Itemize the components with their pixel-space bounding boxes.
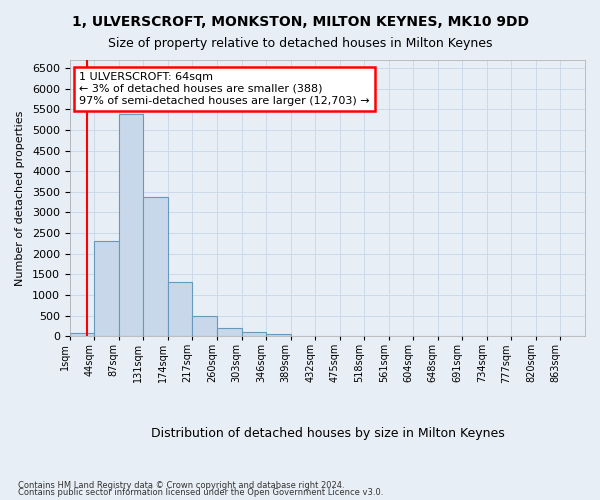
Bar	[168, 282, 193, 336]
Text: 1 ULVERSCROFT: 64sqm
← 3% of detached houses are smaller (388)
97% of semi-detac: 1 ULVERSCROFT: 64sqm ← 3% of detached ho…	[79, 72, 370, 106]
Bar	[217, 328, 242, 336]
Bar	[94, 242, 119, 336]
Bar	[70, 333, 94, 336]
Bar	[119, 114, 143, 336]
Text: Contains HM Land Registry data © Crown copyright and database right 2024.: Contains HM Land Registry data © Crown c…	[18, 480, 344, 490]
Bar	[242, 332, 266, 336]
Bar	[193, 316, 217, 336]
Text: 1, ULVERSCROFT, MONKSTON, MILTON KEYNES, MK10 9DD: 1, ULVERSCROFT, MONKSTON, MILTON KEYNES,…	[71, 15, 529, 29]
Text: Size of property relative to detached houses in Milton Keynes: Size of property relative to detached ho…	[108, 38, 492, 51]
Bar	[266, 334, 290, 336]
Text: Contains public sector information licensed under the Open Government Licence v3: Contains public sector information licen…	[18, 488, 383, 497]
Bar	[143, 197, 168, 336]
Y-axis label: Number of detached properties: Number of detached properties	[15, 110, 25, 286]
X-axis label: Distribution of detached houses by size in Milton Keynes: Distribution of detached houses by size …	[151, 427, 504, 440]
